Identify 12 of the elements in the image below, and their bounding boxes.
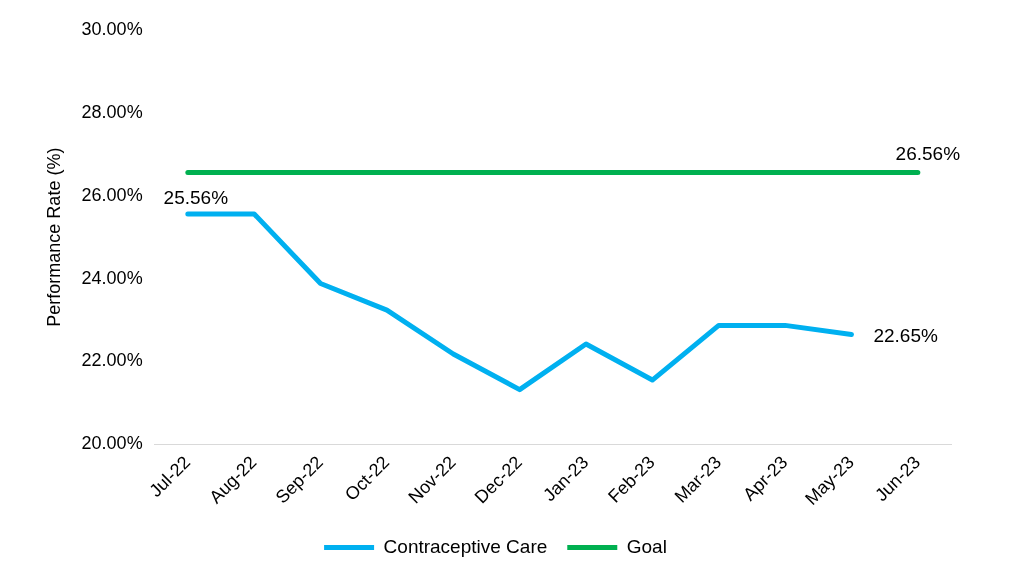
y-tick-label: 28.00% (81, 101, 143, 122)
y-tick-label: 24.00% (81, 267, 143, 288)
y-tick-label: 20.00% (81, 433, 143, 454)
y-axis-title: Performance Rate (%) (43, 147, 64, 327)
data-label: 25.56% (163, 186, 229, 208)
y-tick-label: 26.00% (81, 184, 143, 205)
data-label: 22.65% (873, 324, 938, 346)
y-tick-label: 22.00% (81, 350, 143, 371)
legend-label: Contraceptive Care (383, 535, 548, 557)
y-tick-label: 30.00% (81, 18, 143, 39)
legend-label: Goal (626, 535, 667, 557)
data-label: 26.56% (895, 143, 961, 165)
